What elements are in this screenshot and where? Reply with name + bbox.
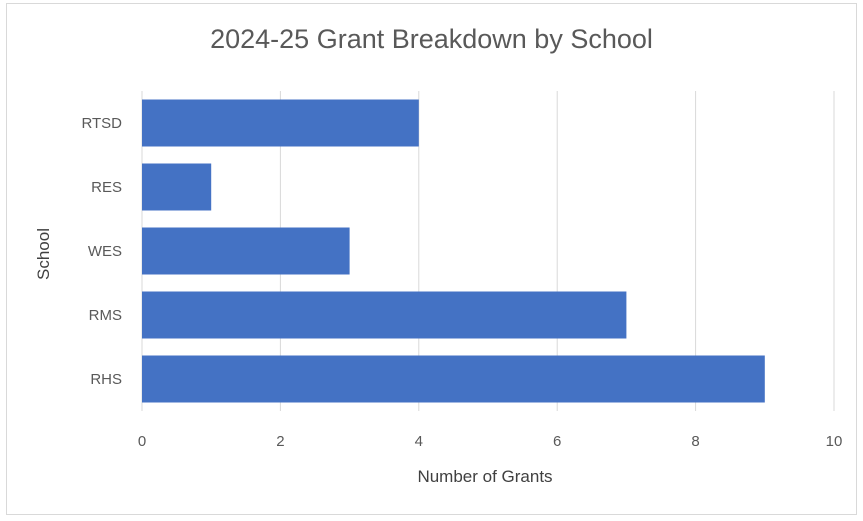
bar-rhs	[142, 355, 765, 403]
x-axis-label: Number of Grants	[417, 467, 553, 486]
chart-title: 2024-25 Grant Breakdown by School	[210, 24, 653, 54]
x-tick-label: 10	[826, 433, 843, 450]
x-tick-label: 4	[415, 433, 423, 450]
y-tick-label: RES	[91, 179, 122, 196]
bar-rms	[142, 291, 627, 339]
y-tick-label: RHS	[90, 371, 122, 388]
bar-rtsd	[142, 99, 419, 147]
x-tick-labels: 0 2 4 6 8 10	[138, 433, 843, 450]
y-tick-label: WES	[88, 243, 122, 260]
bar-wes	[142, 227, 350, 275]
x-tick-label: 8	[691, 433, 699, 450]
y-tick-labels: RTSD RES WES RMS RHS	[81, 115, 122, 388]
x-tick-label: 0	[138, 433, 146, 450]
x-tick-label: 6	[553, 433, 561, 450]
bar-res	[142, 163, 212, 211]
y-tick-label: RMS	[89, 307, 122, 324]
bars	[142, 99, 765, 403]
y-tick-label: RTSD	[81, 115, 122, 132]
x-tick-label: 2	[276, 433, 284, 450]
